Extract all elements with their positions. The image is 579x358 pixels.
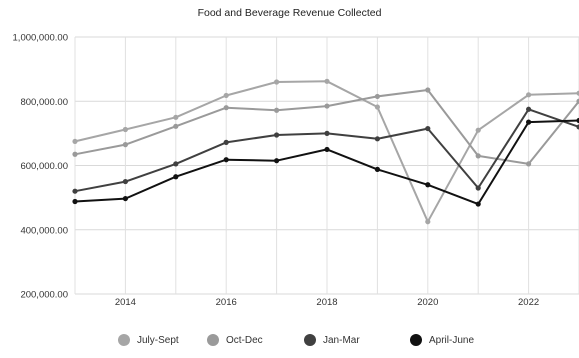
x-tick-label: 2020 [417,297,438,308]
data-point [274,132,280,138]
data-point [425,219,431,225]
data-point [173,123,179,129]
data-point [324,103,330,109]
data-point [223,105,229,111]
x-tick-label: 2018 [316,297,337,308]
chart-title: Food and Beverage Revenue Collected [197,7,382,19]
legend-swatch [304,334,316,346]
data-point [576,117,579,124]
data-point [274,107,280,113]
data-point [274,158,280,164]
data-point [173,114,179,120]
legend-label: Jan-Mar [323,334,360,346]
data-point [576,90,579,96]
data-point [374,104,380,110]
data-point [72,198,78,205]
series-points [72,78,579,225]
data-point [324,78,330,84]
y-tick-label: 400,000.00 [20,225,68,236]
legend-label: July-Sept [137,334,179,346]
data-point [425,182,431,188]
data-point [526,106,532,112]
y-axis-ticks: 200,000.00 400,000.00 600,000.00 800,000.00… [13,33,68,301]
data-point [526,119,532,125]
data-point [374,93,380,100]
x-axis-ticks: 2014 2016 2018 2020 2022 [115,297,539,308]
grid [74,36,579,295]
data-point [526,161,532,167]
y-tick-label: 200,000.00 [20,290,68,301]
data-point [122,178,128,185]
data-point [72,138,78,145]
legend-item-jan-mar[interactable]: Jan-Mar [304,334,360,346]
data-point [475,185,481,191]
x-tick-label: 2014 [115,297,136,308]
data-point [223,157,229,163]
legend-label: April-June [429,334,475,346]
data-point [475,201,481,207]
legend-item-oct-dec[interactable]: Oct-Dec [207,334,263,346]
legend-swatch [207,334,219,346]
legend: July-Sept Oct-Dec Jan-Mar April-June [0,334,579,354]
data-point [173,174,179,180]
data-point [274,79,280,85]
data-point [425,125,431,132]
legend-item-april-june[interactable]: April-June [410,334,474,346]
data-point [526,92,532,98]
data-point [475,153,481,159]
data-point [122,142,128,148]
y-tick-label: 800,000.00 [20,97,68,108]
data-point [223,139,229,145]
data-point [475,127,481,133]
data-point [173,161,179,167]
legend-label: Oct-Dec [226,334,263,346]
y-tick-label: 1,000,000.00 [13,33,68,44]
data-point [324,146,330,153]
data-point [425,87,431,93]
data-point [223,92,229,99]
y-tick-label: 600,000.00 [20,161,68,172]
data-point [72,151,78,157]
x-tick-label: 2016 [216,297,237,308]
legend-swatch [410,334,422,346]
data-point [374,136,380,142]
data-point [324,130,330,136]
data-point [576,124,579,130]
data-point [374,166,380,172]
data-point [576,98,579,104]
data-point [72,188,78,194]
x-tick-label: 2022 [518,297,539,308]
legend-item-july-sept[interactable]: July-Sept [118,334,179,346]
data-point [122,126,128,133]
legend-swatch [118,334,130,346]
data-point [122,195,128,202]
